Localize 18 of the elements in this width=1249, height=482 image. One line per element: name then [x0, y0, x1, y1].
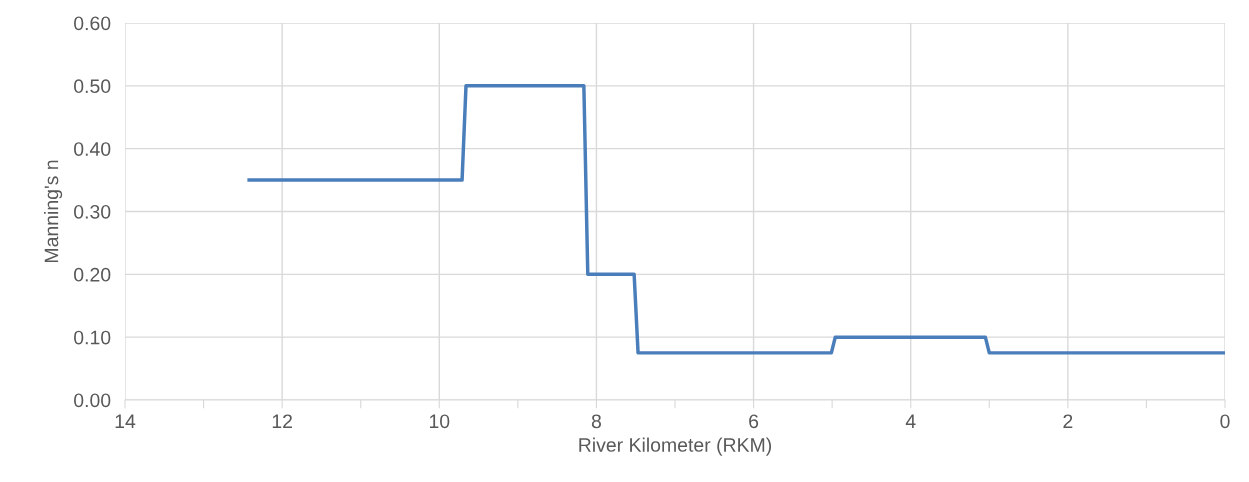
x-tick-label: 8 [591, 414, 601, 429]
x-tick-label: 12 [272, 414, 292, 428]
x-tick-label: 2 [1063, 414, 1073, 428]
y-tick-label: 0.10 [74, 330, 111, 345]
y-tick-label: 0.20 [74, 267, 111, 282]
y-tick-label: 0.40 [74, 142, 111, 156]
y-axis-title: Manning's n [44, 160, 63, 263]
x-tick-label: 4 [905, 414, 916, 428]
y-tick-label: 0.60 [74, 16, 111, 31]
y-tick-label: 0.50 [74, 79, 111, 94]
x-tick-label: 0 [1220, 414, 1230, 429]
y-tick-label: 0.30 [74, 204, 111, 219]
x-tick-label: 14 [115, 414, 136, 428]
line-series [247, 84, 1225, 355]
x-axis-title: River Kilometer (RKM) [579, 437, 772, 456]
x-tick-label: 10 [429, 414, 450, 429]
x-tick-label: 6 [749, 414, 759, 429]
y-tick-label: 0.00 [74, 393, 111, 408]
